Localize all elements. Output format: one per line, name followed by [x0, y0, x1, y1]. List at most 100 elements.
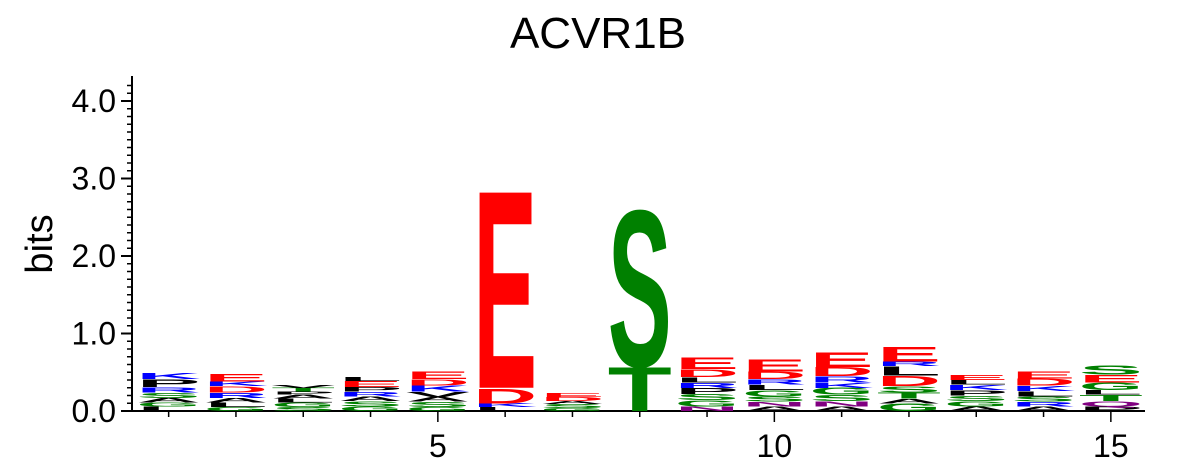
logo-letter-V: V: [271, 384, 335, 389]
logo-letter-E: E: [339, 379, 403, 389]
logo-letter-N: N: [675, 405, 739, 412]
y-axis-label: bits: [19, 214, 61, 273]
logo-letter-K: K: [473, 402, 537, 408]
logo-letter-L: L: [339, 376, 403, 382]
logo-letter-P: P: [944, 389, 1008, 397]
logo-letter-E: E: [204, 372, 268, 384]
logo-letter-P: P: [137, 377, 201, 389]
logo-letter-R: R: [742, 378, 806, 386]
logo-letter-P: P: [339, 386, 403, 393]
logo-letter-L: L: [204, 401, 268, 408]
logo-letter-G: G: [137, 402, 201, 408]
logo-letter-D: D: [204, 385, 268, 395]
logo-letter-G: G: [675, 399, 739, 409]
logo-letter-E: E: [742, 356, 806, 375]
logo-letter-K: K: [204, 380, 268, 387]
logo-letter-G: G: [944, 400, 1008, 408]
logo-letter-L: L: [271, 398, 335, 404]
logo-letter-L: L: [877, 364, 941, 379]
logo-letter-G: G: [742, 389, 806, 399]
logo-column-8: TS: [608, 163, 672, 425]
logo-letter-G: G: [339, 405, 403, 412]
logo-letter-R: R: [339, 390, 403, 397]
logo-letter-K: K: [406, 384, 470, 394]
logo-letter-G: G: [877, 401, 941, 413]
logo-letter-G: G: [1079, 380, 1143, 392]
logo-letter-L: L: [742, 383, 806, 391]
x-tick-label: 10: [757, 428, 793, 464]
y-tick-label: 0.0: [72, 393, 116, 429]
logo-letter-N: N: [810, 400, 874, 408]
logo-letter-E: E: [1079, 373, 1143, 385]
logo-letter-E: E: [473, 131, 537, 448]
logo-letter-K: K: [810, 381, 874, 389]
y-tick-label: 2.0: [72, 238, 116, 274]
logo-letter-S: S: [271, 406, 335, 412]
logo-letter-T: T: [608, 355, 672, 425]
y-tick-label: 3.0: [72, 161, 116, 197]
logo-letter-A: A: [271, 394, 335, 400]
logo-letter-T: T: [271, 387, 335, 393]
logo-letter-A: A: [1012, 405, 1076, 412]
logo-letter-D: D: [473, 384, 537, 408]
y-tick-label: 4.0: [72, 83, 116, 119]
logo-letter-V: V: [406, 390, 470, 398]
logo-letter-A: A: [742, 405, 806, 412]
logo-letter-T: T: [877, 391, 941, 401]
logo-letter-S: S: [944, 394, 1008, 402]
logo-letter-L: L: [944, 379, 1008, 386]
logo-letter-G: G: [204, 406, 268, 412]
y-tick-label: 1.0: [72, 316, 116, 352]
logo-letter-A: A: [137, 397, 201, 404]
logo-letter-G: G: [810, 386, 874, 397]
logo-letter-E: E: [810, 347, 874, 371]
logo-letter-P: P: [271, 391, 335, 396]
logo-letter-G: G: [406, 406, 470, 412]
logo-letter-T: T: [1079, 393, 1143, 403]
logo-letter-P: P: [675, 386, 739, 396]
logo-letter-R: R: [137, 386, 201, 394]
logo-letter-S: S: [608, 163, 672, 414]
logo-letter-D: D: [540, 396, 604, 402]
logo-letter-S: S: [877, 385, 941, 395]
logo-letter-E: E: [675, 355, 739, 373]
logo-letter-K: K: [1012, 384, 1076, 392]
x-tick-label: 15: [1093, 428, 1129, 464]
logo-letter-L: L: [1012, 389, 1076, 397]
logo-letter-L: L: [473, 406, 537, 412]
logo-letter-L: L: [137, 405, 201, 412]
logo-letter-D: D: [877, 373, 941, 390]
logo-letter-S: S: [742, 395, 806, 403]
logo-letter-K: K: [137, 372, 201, 382]
chart-title: ACVR1B: [510, 9, 686, 58]
logo-letter-E: E: [540, 392, 604, 398]
logo-letter-R: R: [810, 375, 874, 385]
logo-letter-D: D: [742, 370, 806, 382]
logo-letter-E: E: [944, 373, 1008, 381]
logo-letter-A: A: [877, 397, 941, 404]
logo-letter-E: E: [877, 342, 941, 366]
logo-letter-D: D: [1012, 377, 1076, 388]
logo-letter-R: R: [204, 391, 268, 399]
logo-letter-S: S: [675, 392, 739, 402]
logo-letter-A: A: [406, 396, 470, 403]
logo-letter-P: P: [1079, 405, 1143, 412]
logo-letter-Q: Q: [1079, 400, 1143, 408]
logo-letter-S: S: [1079, 363, 1143, 378]
logo-letter-S: S: [540, 403, 604, 409]
logo-letter-G: G: [271, 401, 335, 408]
logo-letter-E: E: [406, 370, 470, 382]
logo-letter-L: L: [675, 375, 739, 383]
